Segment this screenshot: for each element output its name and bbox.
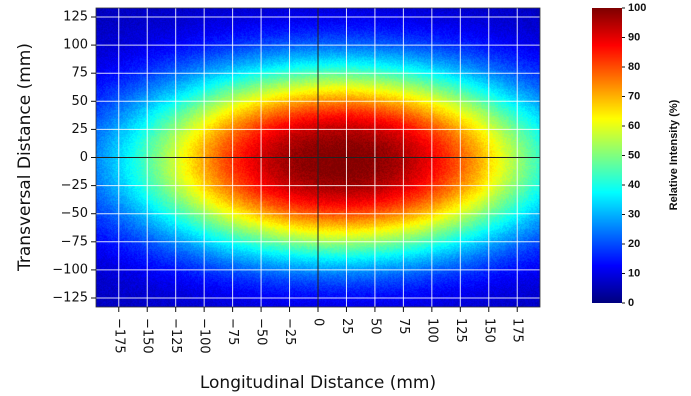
colorbar <box>592 8 622 303</box>
y-tick-label: 25 <box>71 122 88 137</box>
y-tick-label: 75 <box>71 66 88 81</box>
colorbar-tick-label: 0 <box>628 297 634 309</box>
x-axis-ticks: −175 −150 −125 −100 −75 −50 −25 0 25 50 75 100 125 15… <box>111 307 525 354</box>
colorbar-tick-label: 60 <box>628 120 640 132</box>
y-tick-label: 100 <box>63 38 88 53</box>
y-axis-label: Transversal Distance (mm) <box>15 43 35 272</box>
x-tick-label: −75 <box>225 318 240 345</box>
y-tick-label: −100 <box>52 262 88 277</box>
x-tick-label: 75 <box>396 318 411 335</box>
y-tick-label: 0 <box>80 150 88 165</box>
y-axis-ticks: −125 −100 −75 −50 −25 0 25 50 75 100 125 <box>52 9 96 306</box>
x-tick-label: 150 <box>481 318 496 343</box>
colorbar-tick-label: 50 <box>628 150 640 162</box>
x-tick-label: 50 <box>367 318 382 335</box>
colorbar-tick-label: 80 <box>628 61 640 73</box>
y-tick-label: −125 <box>52 291 88 306</box>
y-tick-label: 50 <box>71 94 88 109</box>
x-tick-label: 0 <box>311 318 326 326</box>
x-tick-label: −125 <box>168 318 183 354</box>
colorbar-tick-label: 30 <box>628 209 640 221</box>
x-tick-label: −100 <box>197 318 212 354</box>
x-tick-label: 175 <box>510 318 525 343</box>
y-tick-label: −25 <box>61 178 88 193</box>
x-tick-label: −25 <box>282 318 297 345</box>
y-tick-label: −75 <box>61 234 88 249</box>
x-axis-label: Longitudinal Distance (mm) <box>200 373 436 393</box>
colorbar-label: Relative Intensity (%) <box>668 99 680 210</box>
colorbar-ticks: 0 10 20 30 40 50 60 70 80 90 100 <box>622 2 646 309</box>
colorbar-tick-label: 90 <box>628 32 640 44</box>
crosshair-lines <box>96 8 540 307</box>
x-tick-label: −150 <box>140 318 155 354</box>
colorbar-tick-label: 20 <box>628 238 640 250</box>
y-tick-label: 125 <box>63 9 88 24</box>
x-tick-label: 25 <box>339 318 354 335</box>
colorbar-tick-label: 70 <box>628 91 640 103</box>
y-tick-label: −50 <box>61 206 88 221</box>
colorbar-tick-label: 10 <box>628 268 640 280</box>
colorbar-tick-label: 100 <box>628 2 646 14</box>
x-tick-label: −175 <box>111 318 126 354</box>
x-tick-label: 100 <box>424 318 439 343</box>
colorbar-tick-label: 40 <box>628 179 640 191</box>
x-tick-label: 125 <box>453 318 468 343</box>
x-tick-label: −50 <box>254 318 269 345</box>
